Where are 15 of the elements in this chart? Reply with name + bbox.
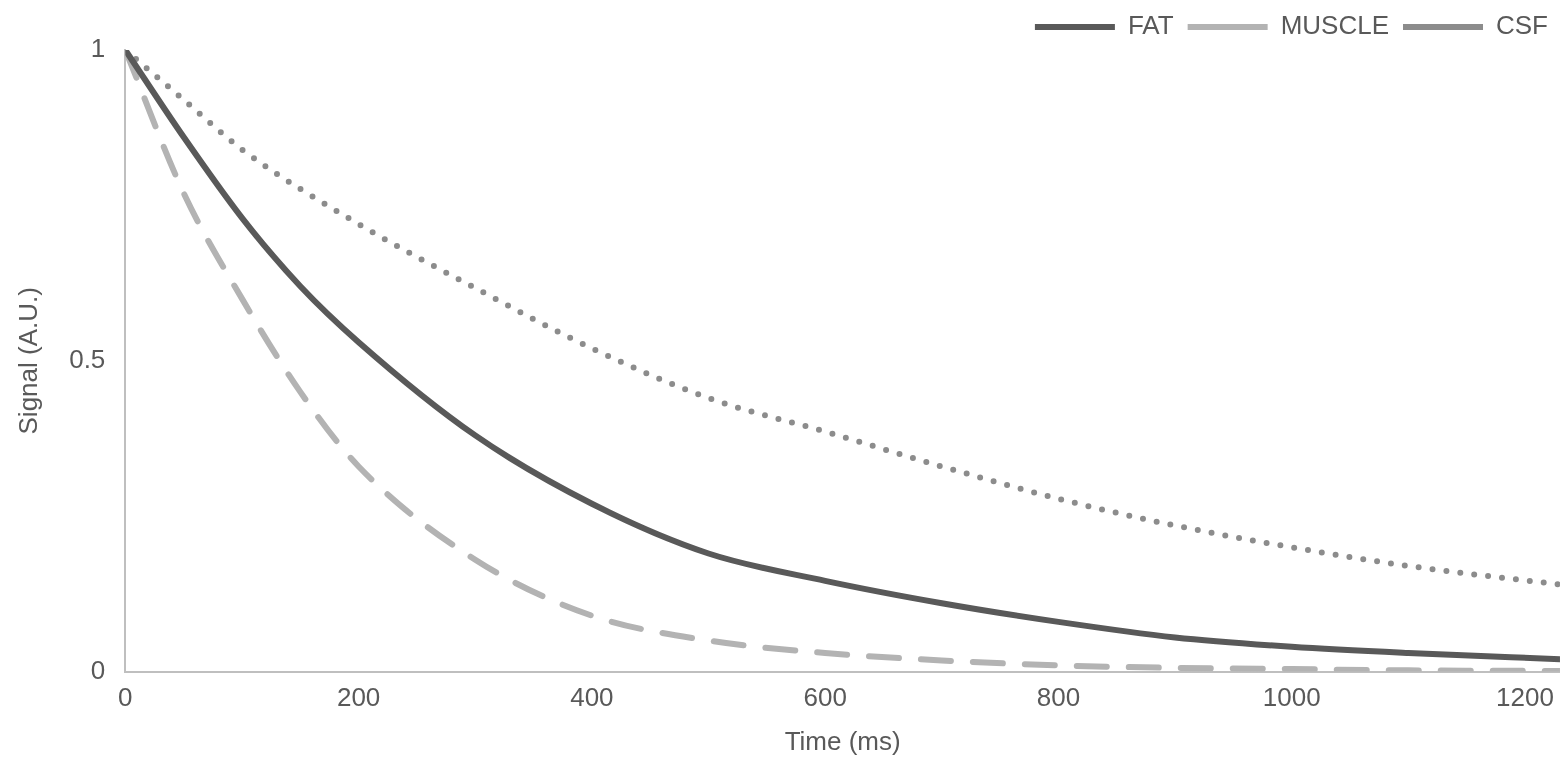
y-tick-label: 0.5 — [69, 343, 106, 374]
x-tick-label: 800 — [1036, 682, 1081, 713]
x-tick-label: 200 — [336, 682, 381, 713]
x-tick-label: 1000 — [1262, 682, 1321, 713]
y-tick-label: 0 — [90, 654, 106, 685]
x-tick-label: 0 — [118, 682, 133, 713]
x-axis-title: Time (ms) — [784, 725, 901, 756]
x-tick-label: 600 — [803, 682, 847, 713]
x-tick-label: 400 — [570, 682, 614, 713]
y-tick-label: 1 — [90, 33, 106, 64]
legend-label: MUSCLE — [1280, 10, 1389, 41]
y-axis-title: Signal (A.U.) — [12, 287, 43, 435]
legend-label: CSF — [1496, 10, 1548, 41]
x-tick-label: 1200 — [1496, 682, 1554, 713]
legend-label: FAT — [1127, 10, 1174, 41]
